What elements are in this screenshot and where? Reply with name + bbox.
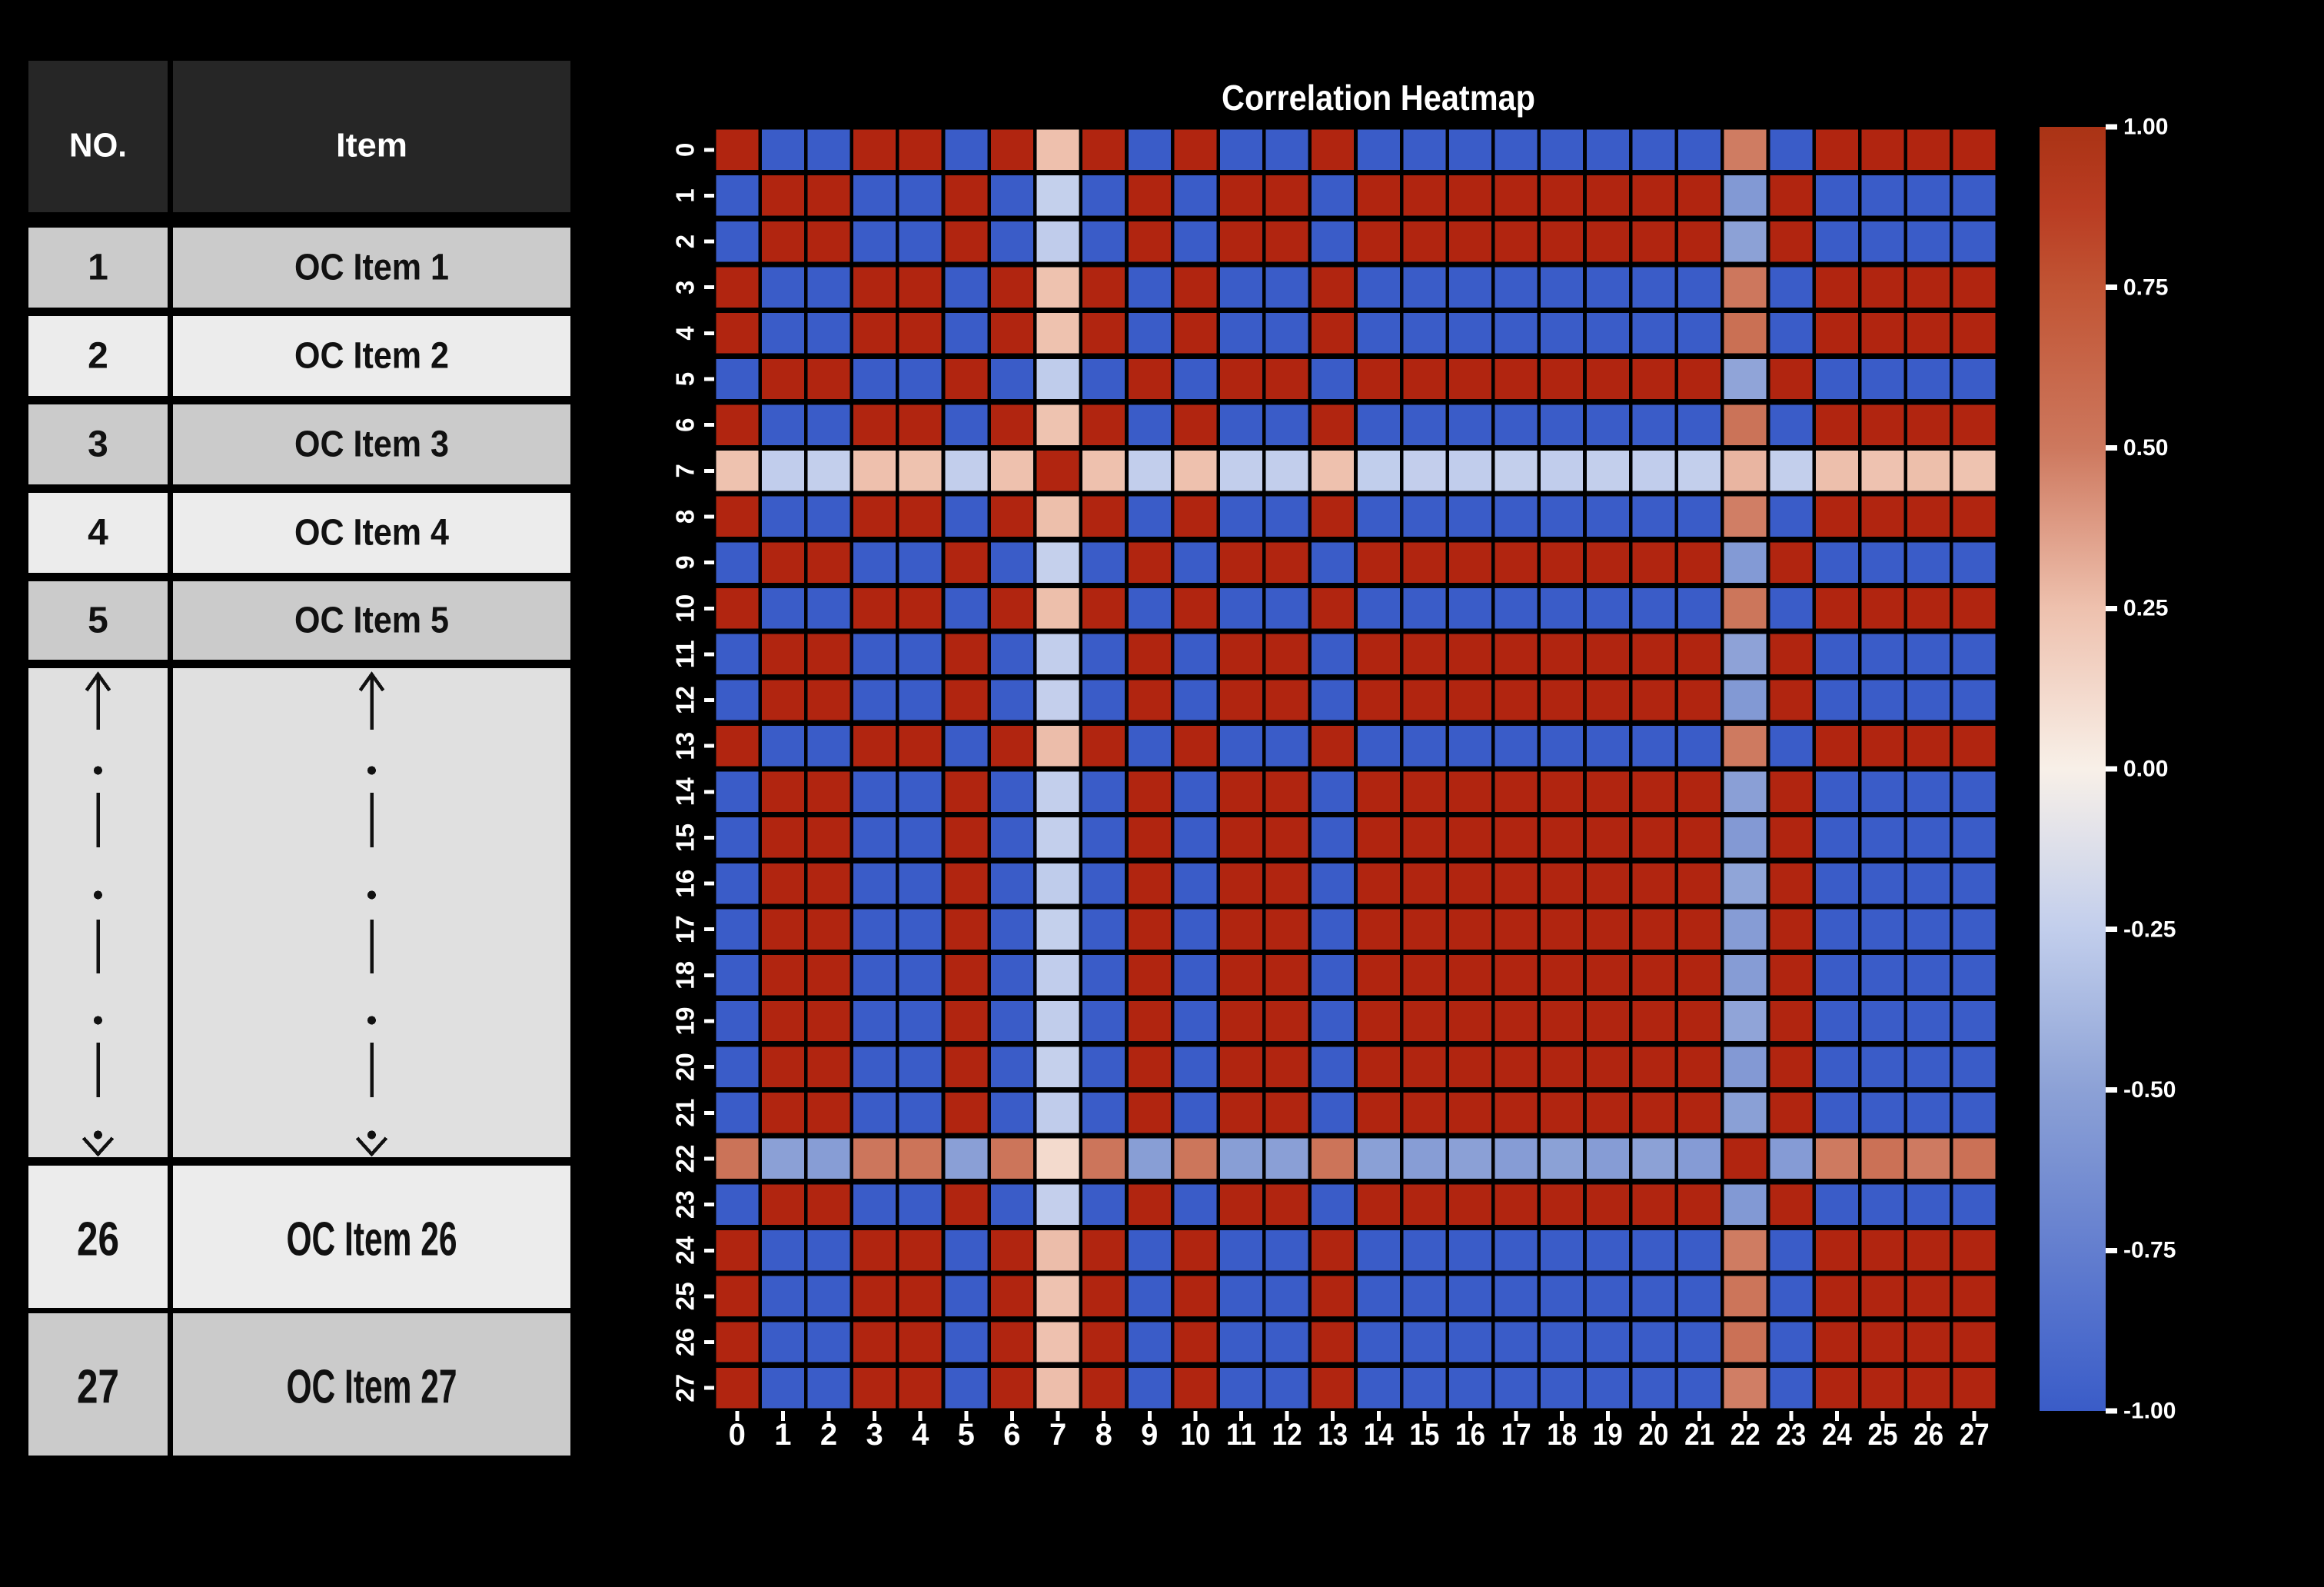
svg-text:0: 0: [729, 1418, 746, 1452]
svg-text:-0.75: -0.75: [2123, 1238, 2176, 1263]
svg-text:7: 7: [671, 464, 700, 477]
svg-text:0.25: 0.25: [2123, 596, 2168, 621]
svg-text:26: 26: [671, 1328, 700, 1356]
svg-text:0.00: 0.00: [2123, 757, 2168, 782]
svg-text:10: 10: [671, 594, 700, 623]
svg-text:OC Item 27: OC Item 27: [287, 1361, 457, 1414]
svg-text:15: 15: [671, 823, 700, 852]
svg-text:0.50: 0.50: [2123, 435, 2168, 461]
svg-text:-0.50: -0.50: [2123, 1077, 2176, 1103]
svg-text:24: 24: [671, 1236, 700, 1265]
svg-text:4: 4: [912, 1418, 929, 1452]
svg-text:OC Item 26: OC Item 26: [287, 1213, 457, 1266]
svg-text:22: 22: [671, 1145, 700, 1173]
svg-text:3: 3: [671, 281, 700, 294]
svg-text:OC Item 3: OC Item 3: [294, 424, 449, 465]
svg-text:6: 6: [1003, 1418, 1020, 1452]
svg-text:0.75: 0.75: [2123, 274, 2168, 300]
svg-text:14: 14: [671, 777, 700, 807]
svg-text:16: 16: [671, 870, 700, 898]
svg-text:5: 5: [88, 601, 108, 641]
svg-text:21: 21: [1684, 1418, 1714, 1452]
svg-text:17: 17: [671, 915, 700, 943]
svg-text:1: 1: [671, 188, 700, 202]
svg-text:4: 4: [671, 326, 700, 341]
svg-text:9: 9: [671, 555, 700, 569]
svg-text:OC Item 4: OC Item 4: [294, 513, 449, 554]
svg-text:19: 19: [1593, 1418, 1623, 1452]
svg-text:Item: Item: [336, 127, 407, 165]
svg-text:11: 11: [1226, 1418, 1256, 1452]
svg-text:2: 2: [820, 1418, 837, 1452]
svg-text:OC Item 5: OC Item 5: [294, 601, 449, 641]
svg-text:8: 8: [1096, 1418, 1112, 1452]
svg-text:12: 12: [1272, 1418, 1302, 1452]
svg-text:27: 27: [77, 1361, 119, 1414]
svg-text:24: 24: [1822, 1418, 1853, 1452]
svg-text:26: 26: [1913, 1418, 1943, 1452]
svg-text:6: 6: [671, 418, 700, 432]
svg-text:9: 9: [1141, 1418, 1158, 1452]
svg-text:17: 17: [1501, 1418, 1531, 1452]
svg-text:-1.00: -1.00: [2123, 1399, 2176, 1424]
svg-text:0: 0: [671, 143, 700, 157]
svg-text:16: 16: [1455, 1418, 1485, 1452]
svg-text:OC Item 1: OC Item 1: [294, 248, 449, 288]
svg-text:3: 3: [88, 424, 108, 465]
svg-text:NO.: NO.: [69, 127, 127, 165]
svg-text:4: 4: [88, 513, 108, 554]
svg-text:14: 14: [1364, 1418, 1395, 1452]
svg-text:25: 25: [671, 1282, 700, 1310]
svg-text:26: 26: [77, 1213, 119, 1266]
svg-text:10: 10: [1180, 1418, 1210, 1452]
svg-text:8: 8: [671, 510, 700, 524]
svg-text:27: 27: [671, 1374, 700, 1402]
svg-text:-0.25: -0.25: [2123, 917, 2176, 942]
svg-text:2: 2: [88, 336, 108, 377]
svg-text:23: 23: [1776, 1418, 1806, 1452]
svg-text:15: 15: [1409, 1418, 1439, 1452]
svg-text:27: 27: [1960, 1418, 1990, 1452]
svg-text:19: 19: [671, 1007, 700, 1036]
svg-text:18: 18: [1547, 1418, 1577, 1452]
svg-text:2: 2: [671, 235, 700, 248]
svg-text:5: 5: [958, 1418, 975, 1452]
svg-text:20: 20: [671, 1053, 700, 1081]
svg-text:23: 23: [671, 1190, 700, 1219]
svg-text:OC Item 2: OC Item 2: [294, 336, 449, 377]
svg-text:13: 13: [1318, 1418, 1348, 1452]
svg-text:3: 3: [866, 1418, 883, 1452]
svg-text:1: 1: [774, 1418, 791, 1452]
svg-text:1: 1: [88, 248, 108, 288]
svg-text:7: 7: [1049, 1418, 1066, 1452]
svg-text:5: 5: [671, 372, 700, 386]
svg-text:21: 21: [671, 1099, 700, 1127]
svg-text:13: 13: [671, 732, 700, 760]
svg-text:20: 20: [1638, 1418, 1668, 1452]
svg-text:Correlation Heatmap: Correlation Heatmap: [1222, 78, 1535, 118]
svg-text:22: 22: [1731, 1418, 1760, 1452]
svg-text:12: 12: [671, 686, 700, 714]
svg-text:25: 25: [1868, 1418, 1898, 1452]
svg-text:1.00: 1.00: [2123, 115, 2168, 140]
svg-text:18: 18: [671, 961, 700, 990]
svg-text:11: 11: [671, 640, 700, 668]
